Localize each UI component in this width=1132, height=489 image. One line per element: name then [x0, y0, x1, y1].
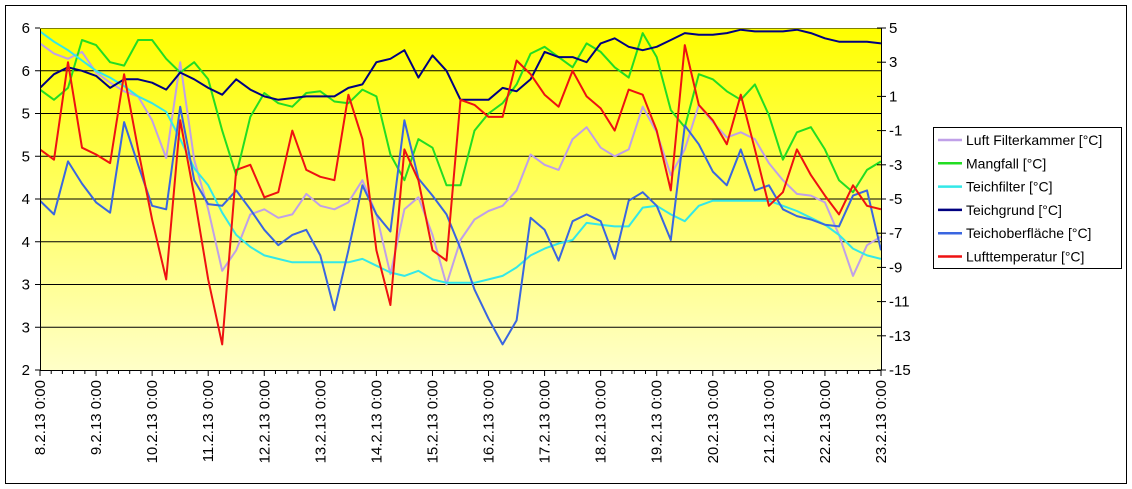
- left-axis-tick-label: 3: [22, 277, 30, 294]
- x-axis-tick-label: 11.2.13 0:00: [200, 380, 217, 462]
- series-line-teichfilter: [40, 30, 881, 284]
- left-axis-tick-label: 2: [22, 362, 30, 379]
- legend-item[interactable]: Luft Filterkammer [°C]: [938, 132, 1102, 148]
- axes: [35, 27, 886, 376]
- legend-item[interactable]: Teichgrund [°C]: [938, 202, 1062, 218]
- left-axis-tick-label: 6: [22, 20, 30, 37]
- right-axis-tick-label: -3: [889, 157, 902, 174]
- series-line-luft-filterkammer: [40, 42, 881, 286]
- x-axis-tick-label: 9.2.13 0:00: [88, 380, 105, 455]
- x-axis-tick-label: 15.2.13 0:00: [424, 380, 441, 463]
- x-axis-tick-label: 21.2.13 0:00: [761, 380, 778, 463]
- right-axis-tick-label: -11: [889, 294, 910, 311]
- legend-item[interactable]: Lufttemperatur [°C]: [938, 249, 1084, 265]
- left-axis-labels: 6 6 5 5 4 4 3 3 2: [22, 20, 30, 379]
- left-axis-tick-label: 6: [22, 63, 30, 80]
- series-layer: [40, 28, 881, 346]
- right-axis-tick-label: 3: [889, 54, 897, 71]
- legend-label: Teichfilter [°C]: [966, 179, 1053, 195]
- legend-label: Teichoberfläche [°C]: [966, 225, 1091, 241]
- x-axis-tick-label: 18.2.13 0:00: [593, 380, 610, 463]
- x-axis-tick-label: 14.2.13 0:00: [368, 380, 385, 463]
- x-axis-tick-label: 16.2.13 0:00: [481, 380, 498, 463]
- right-axis-tick-label: 5: [889, 20, 897, 37]
- legend-label: Luft Filterkammer [°C]: [966, 132, 1102, 148]
- left-axis-tick-label: 4: [22, 234, 30, 251]
- legend-label: Lufttemperatur [°C]: [966, 249, 1084, 265]
- x-axis-tick-label: 20.2.13 0:00: [705, 380, 722, 463]
- right-axis-tick-label: -1: [889, 123, 902, 140]
- right-axis-tick-label: -5: [889, 191, 902, 208]
- left-axis-tick-label: 3: [22, 319, 30, 336]
- x-axis-tick-label: 8.2.13 0:00: [32, 380, 49, 455]
- legend-box: [933, 127, 1122, 269]
- x-axis-tick-label: 23.2.13 0:00: [873, 380, 890, 463]
- legend[interactable]: Luft Filterkammer [°C] Mangfall [°C] Teich…: [933, 127, 1122, 269]
- right-axis-tick-label: -13: [889, 328, 911, 345]
- x-axis-tick-label: 12.2.13 0:00: [256, 380, 273, 463]
- legend-item[interactable]: Mangfall [°C]: [938, 155, 1046, 171]
- series-line-lufttemperatur: [40, 44, 881, 346]
- left-axis-tick-label: 5: [22, 106, 30, 123]
- legend-label: Teichgrund [°C]: [966, 202, 1062, 218]
- x-axis-labels: 8.2.13 0:00 9.2.13 0:00 10.2.13 0:00 11.2.1…: [32, 380, 890, 463]
- x-axis-tick-label: 19.2.13 0:00: [649, 380, 666, 463]
- left-axis-tick-label: 5: [22, 148, 30, 165]
- right-axis-tick-label: 1: [889, 88, 897, 105]
- x-axis-tick-label: 22.2.13 0:00: [817, 380, 834, 463]
- x-axis-tick-label: 17.2.13 0:00: [537, 380, 554, 463]
- legend-item[interactable]: Teichfilter [°C]: [938, 179, 1053, 195]
- left-axis-tick-label: 4: [22, 191, 30, 208]
- right-axis-tick-label: -7: [889, 225, 902, 242]
- right-axis-labels: 5 3 1 -1 -3 -5 -7 -9 -11 -13 -15: [889, 20, 911, 379]
- legend-item[interactable]: Teichoberfläche [°C]: [938, 225, 1091, 241]
- x-axis-tick-label: 10.2.13 0:00: [144, 380, 161, 463]
- right-axis-tick-label: -15: [889, 362, 911, 379]
- right-axis-tick-label: -9: [889, 259, 902, 276]
- x-axis-tick-label: 13.2.13 0:00: [312, 380, 329, 463]
- series-line-teichoberfläche: [40, 105, 881, 346]
- legend-label: Mangfall [°C]: [966, 155, 1046, 171]
